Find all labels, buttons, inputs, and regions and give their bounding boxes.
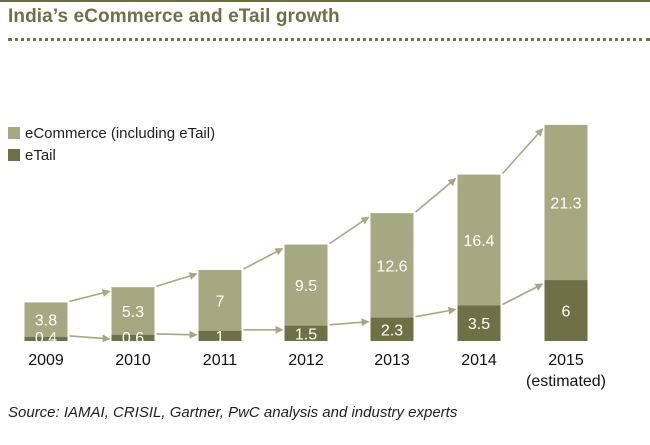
legend-label-ecommerce: eCommerce (including eTail) [25, 125, 215, 142]
value-label-ecommerce-2010: 5.3 [122, 304, 144, 321]
trend-arrow-ecommerce-5 [414, 177, 457, 213]
value-label-ecommerce-2013: 12.6 [376, 258, 407, 275]
x-tick-label-2014: 2014 [461, 352, 497, 369]
value-label-ecommerce-2009: 3.8 [35, 312, 57, 329]
x-tick-label-2012: 2012 [288, 352, 324, 369]
value-label-ecommerce-2014: 16.4 [463, 233, 494, 250]
value-label-etail-2009: 0.4 [35, 330, 57, 347]
chart-title: India’s eCommerce and eTail growth [8, 6, 340, 27]
x-tick-label-2013: 2013 [374, 352, 410, 369]
value-label-etail-2010: 0.6 [122, 330, 144, 347]
trend-arrow-etail-5 [415, 306, 457, 318]
bar-etail-2011 [198, 330, 242, 341]
value-label-etail-2013: 2.3 [381, 322, 403, 339]
legend-swatch-ecommerce [8, 127, 20, 139]
value-label-etail-2014: 3.5 [468, 316, 490, 333]
top-rule [0, 0, 650, 2]
value-label-ecommerce-2015: 21.3 [550, 196, 581, 213]
bar-ecommerce-2011 [198, 269, 242, 341]
legend-swatch-etail [8, 149, 20, 161]
bar-etail-2013 [370, 317, 414, 341]
trend-arrow-ecommerce-1 [69, 289, 111, 303]
trend-arrow-ecommerce-4 [329, 216, 370, 245]
title-rule [8, 38, 650, 41]
x-tick-label-2011: 2011 [203, 352, 238, 369]
bar-etail-2012 [284, 325, 328, 341]
trend-arrow-etail-4 [329, 318, 370, 327]
bar-etail-2015 [544, 280, 588, 341]
bar-ecommerce-2012 [284, 244, 328, 341]
legend-label-etail: eTail [25, 147, 56, 164]
trend-arrow-ecommerce-3 [243, 247, 284, 270]
value-label-etail-2015: 6 [562, 304, 571, 321]
chart-source: Source: IAMAI, CRISIL, Gartner, PwC anal… [8, 404, 458, 421]
trend-arrow-etail-6 [502, 283, 544, 306]
value-label-ecommerce-2011: 7 [216, 293, 225, 310]
value-label-etail-2011: 1 [216, 329, 225, 346]
x-tick-label-2010: 2010 [115, 352, 151, 369]
trend-arrow-ecommerce-2 [156, 272, 198, 287]
bar-etail-2010 [111, 334, 155, 341]
bar-etail-2014 [457, 305, 501, 341]
value-label-etail-2012: 1.5 [295, 326, 317, 343]
x-tick-label-2015: 2015 [548, 352, 584, 369]
x-tick-sublabel-2015: (estimated) [526, 373, 606, 390]
bar-ecommerce-2009 [24, 302, 68, 341]
x-tick-label-2009: 2009 [28, 352, 64, 369]
bar-ecommerce-2010 [111, 287, 155, 341]
bar-etail-2009 [24, 336, 68, 341]
trend-arrow-etail-1 [69, 334, 111, 343]
trend-arrow-etail-2 [156, 330, 198, 339]
value-label-ecommerce-2012: 9.5 [295, 278, 317, 295]
trend-arrow-ecommerce-6 [501, 128, 544, 175]
